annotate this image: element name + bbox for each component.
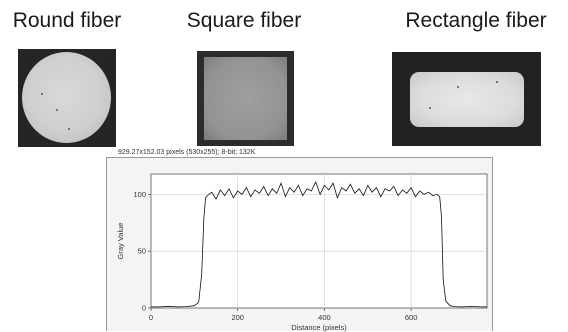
x-axis-label: Distance (pixels) [291, 323, 347, 332]
x-tick-label: 600 [405, 313, 418, 322]
x-tick-label: 200 [231, 313, 244, 322]
square-fiber-core [204, 57, 287, 140]
title-rectangle-fiber: Rectangle fiber [405, 9, 547, 32]
y-tick-label: 0 [142, 304, 146, 313]
plot-panel: 0 200 400 600 0 50 100 Distance (pixels) Gray Va… [106, 157, 493, 332]
profile-series-line [151, 180, 487, 308]
rectangle-fiber-core [410, 72, 524, 127]
plot-area [150, 173, 488, 309]
round-fiber-core [22, 52, 111, 143]
y-tick-label: 100 [133, 190, 146, 199]
y-axis-label: Gray Value [116, 223, 125, 260]
plot-caption: 929.27x152.03 pixels (530x255); 8-bit; 1… [118, 149, 256, 156]
x-tick-label: 0 [149, 313, 153, 322]
title-round-fiber: Round fiber [12, 9, 122, 32]
title-square-fiber: Square fiber [186, 9, 302, 32]
round-fiber-image [18, 49, 116, 147]
y-tick-label: 50 [138, 247, 146, 256]
square-fiber-image [197, 51, 294, 146]
gray-value-profile-chart: 0 200 400 600 0 50 100 Distance (pixels) Gray Va… [116, 173, 488, 332]
x-tick-label: 400 [318, 313, 331, 322]
rectangle-fiber-image [392, 52, 541, 146]
